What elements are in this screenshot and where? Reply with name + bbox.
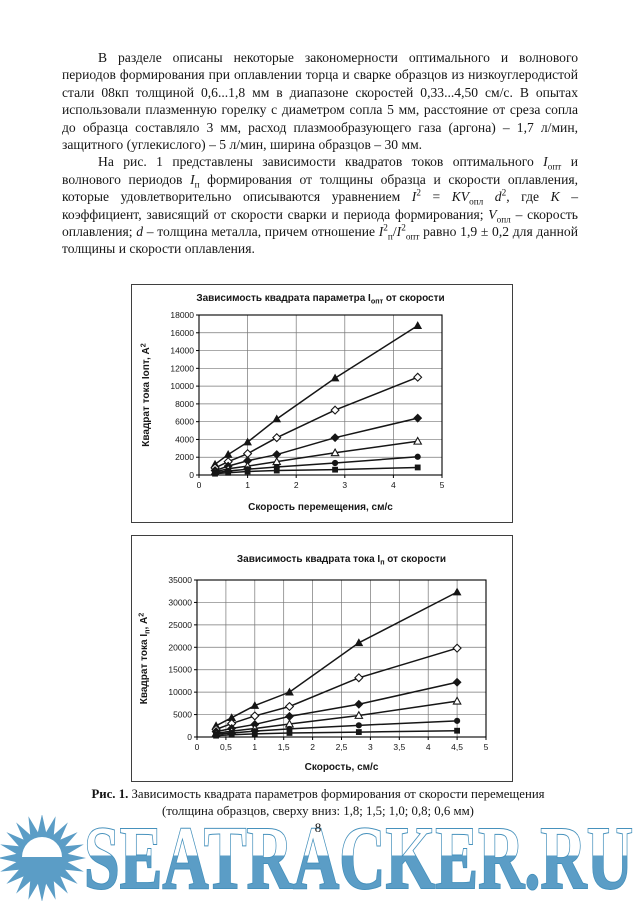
svg-text:Квадрат тока Iп, А2: Квадрат тока Iп, А2: [136, 613, 151, 705]
svg-text:1: 1: [252, 742, 257, 752]
svg-text:2: 2: [310, 742, 315, 752]
svg-text:3: 3: [368, 742, 373, 752]
svg-text:30000: 30000: [168, 597, 192, 607]
svg-text:Скорость, см/с: Скорость, см/с: [305, 762, 379, 773]
caption-text: Зависимость квадрата параметров формиров…: [128, 787, 545, 801]
svg-text:5: 5: [484, 742, 489, 752]
svg-text:25000: 25000: [168, 620, 192, 630]
svg-text:35000: 35000: [168, 575, 192, 585]
svg-text:12000: 12000: [170, 363, 194, 373]
watermark-text: SEATRACKER.RU: [84, 815, 633, 901]
caption-label: Рис. 1.: [91, 787, 129, 801]
svg-text:6000: 6000: [175, 417, 194, 427]
svg-text:Зависимость квадрата тока Iп о: Зависимость квадрата тока Iп от скорости: [237, 554, 446, 567]
figure-caption: Рис. 1. Зависимость квадрата параметров …: [30, 786, 606, 820]
chart-iopt-vs-speed: 0 1 2 3 4 5 0 2000 4000 6000 8000 10000 12000 14000 16…: [131, 284, 513, 523]
sun-icon: [0, 815, 86, 901]
svg-text:0: 0: [197, 480, 202, 490]
svg-text:4000: 4000: [175, 434, 194, 444]
svg-text:Зависимость квадрата параметра: Зависимость квадрата параметра Iопт от с…: [196, 293, 444, 306]
svg-text:2,5: 2,5: [336, 742, 348, 752]
svg-text:5: 5: [440, 480, 445, 490]
svg-text:0: 0: [189, 470, 194, 480]
svg-text:2000: 2000: [175, 452, 194, 462]
svg-text:4,5: 4,5: [451, 742, 463, 752]
svg-text:18000: 18000: [170, 310, 194, 320]
chart-ip-vs-speed: 0 0,5 1 1,5 2 2,5 3 3,5 4 4,5 5 0 5000 10000 15000 2000…: [131, 535, 513, 782]
svg-text:14000: 14000: [170, 346, 194, 356]
svg-text:15000: 15000: [168, 665, 192, 675]
svg-text:3,5: 3,5: [393, 742, 405, 752]
svg-text:10000: 10000: [170, 381, 194, 391]
svg-text:0,5: 0,5: [220, 742, 232, 752]
svg-text:Квадрат тока Iопт, А2: Квадрат тока Iопт, А2: [138, 343, 152, 446]
page-number: 8: [314, 820, 322, 835]
svg-text:1: 1: [245, 480, 250, 490]
body-text: В разделе описаны некоторые закономернос…: [62, 49, 578, 258]
watermark: SEATRACKER.RU: [0, 815, 634, 901]
caption-line-2: (толщина образцов, сверху вниз: 1,8; 1,5…: [162, 804, 474, 818]
svg-text:4: 4: [391, 480, 396, 490]
paragraph-figure-description: На рис. 1 представлены зависимости квадр…: [62, 154, 578, 257]
svg-text:4: 4: [426, 742, 431, 752]
svg-text:0: 0: [195, 742, 200, 752]
svg-text:3: 3: [342, 480, 347, 490]
svg-text:1,5: 1,5: [278, 742, 290, 752]
svg-text:10000: 10000: [168, 687, 192, 697]
svg-text:16000: 16000: [170, 328, 194, 338]
svg-text:5000: 5000: [173, 710, 192, 720]
svg-text:Скорость перемещения, см/с: Скорость перемещения, см/с: [248, 502, 393, 513]
paragraph-intro: В разделе описаны некоторые закономернос…: [62, 50, 578, 153]
svg-text:2: 2: [294, 480, 299, 490]
svg-text:0: 0: [187, 732, 192, 742]
svg-text:20000: 20000: [168, 642, 192, 652]
caption-line-1: Рис. 1. Зависимость квадрата параметров …: [30, 786, 606, 803]
svg-text:8000: 8000: [175, 399, 194, 409]
